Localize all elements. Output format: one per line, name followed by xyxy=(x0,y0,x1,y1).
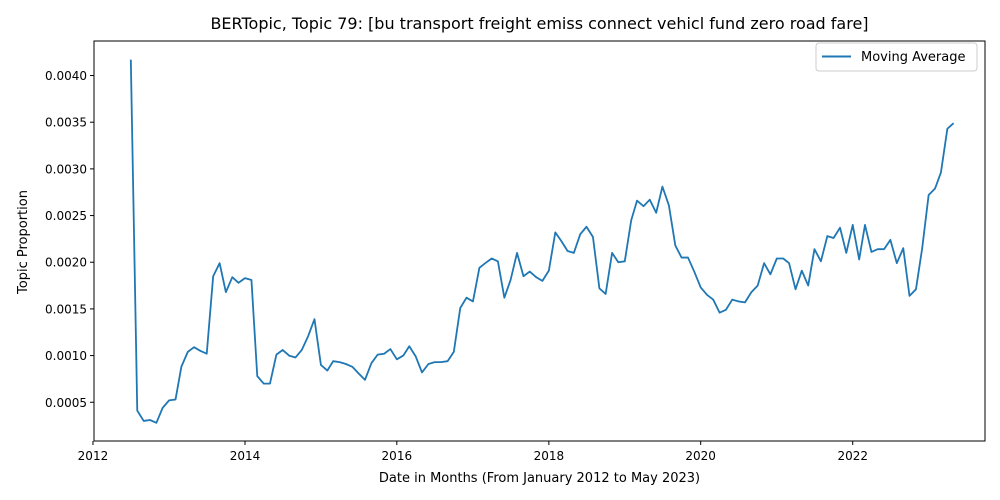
y-tick-label-1: 0.0010 xyxy=(45,349,87,363)
x-tick-label-0: 2012 xyxy=(78,449,109,463)
y-axis-label: Topic Proportion xyxy=(16,190,31,295)
y-tick-label-7: 0.0040 xyxy=(45,69,87,83)
legend-box xyxy=(815,42,978,72)
chart-title: BERTopic, Topic 79: [bu transport freigh… xyxy=(210,14,868,33)
legend: Moving Average xyxy=(815,42,978,72)
x-tick-label-5: 2022 xyxy=(837,449,868,463)
plot-frame xyxy=(93,40,986,442)
x-tick-label-1: 2014 xyxy=(230,449,261,463)
x-axis-label: Date in Months (From January 2012 to May… xyxy=(379,471,700,486)
y-tick-label-5: 0.0030 xyxy=(45,162,87,176)
y-tick-label-4: 0.0025 xyxy=(45,209,87,223)
series-line-moving-average xyxy=(129,59,955,424)
y-axis: 0.0005 0.0010 0.0015 0.0020 0.0025 0.0030 0.00… xyxy=(45,69,94,410)
legend-label-moving-average: Moving Average xyxy=(861,50,965,65)
x-tick-label-3: 2018 xyxy=(534,449,565,463)
y-tick-label-6: 0.0035 xyxy=(45,116,87,130)
x-axis: 2012 2014 2016 2018 2020 2022 xyxy=(78,441,868,463)
series-layer xyxy=(129,59,955,424)
plot-area: 2012 2014 2016 2018 2020 2022 0.00050.00100.0… xyxy=(45,40,986,463)
x-tick-label-4: 2020 xyxy=(685,449,716,463)
y-tick-label-0: 0.0005 xyxy=(45,396,87,410)
x-tick-label-2: 2016 xyxy=(382,449,413,463)
y-tick-label-3: 0.0020 xyxy=(45,256,87,270)
y-tick-label-2: 0.0015 xyxy=(45,302,87,316)
